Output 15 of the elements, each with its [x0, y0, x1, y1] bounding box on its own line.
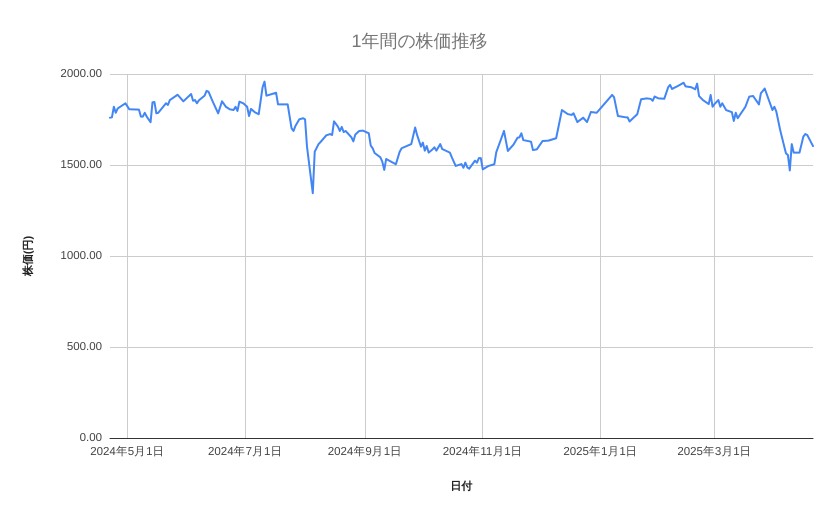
x-tick-label: 2025年3月1日: [677, 445, 752, 458]
x-tick-label: 2024年11月1日: [442, 445, 523, 458]
x-axis-title: 日付: [450, 480, 472, 492]
chart-title: 1年間の株価推移: [351, 31, 488, 51]
x-tick-label: 2025年1月1日: [563, 445, 638, 458]
x-tick-label: 2024年7月1日: [208, 445, 282, 458]
y-tick-label: 0.00: [80, 432, 102, 444]
x-tick-label: 2024年5月1日: [90, 445, 165, 458]
y-tick-label: 2000.00: [60, 68, 102, 80]
y-axis-title: 株価(円): [22, 236, 34, 278]
y-tick-label: 1000.00: [60, 250, 102, 262]
y-tick-label: 500.00: [66, 341, 102, 353]
line-series: [109, 80, 814, 194]
x-tick-label: 2024年9月1日: [328, 445, 402, 458]
y-tick-label: 1500.00: [60, 159, 102, 171]
